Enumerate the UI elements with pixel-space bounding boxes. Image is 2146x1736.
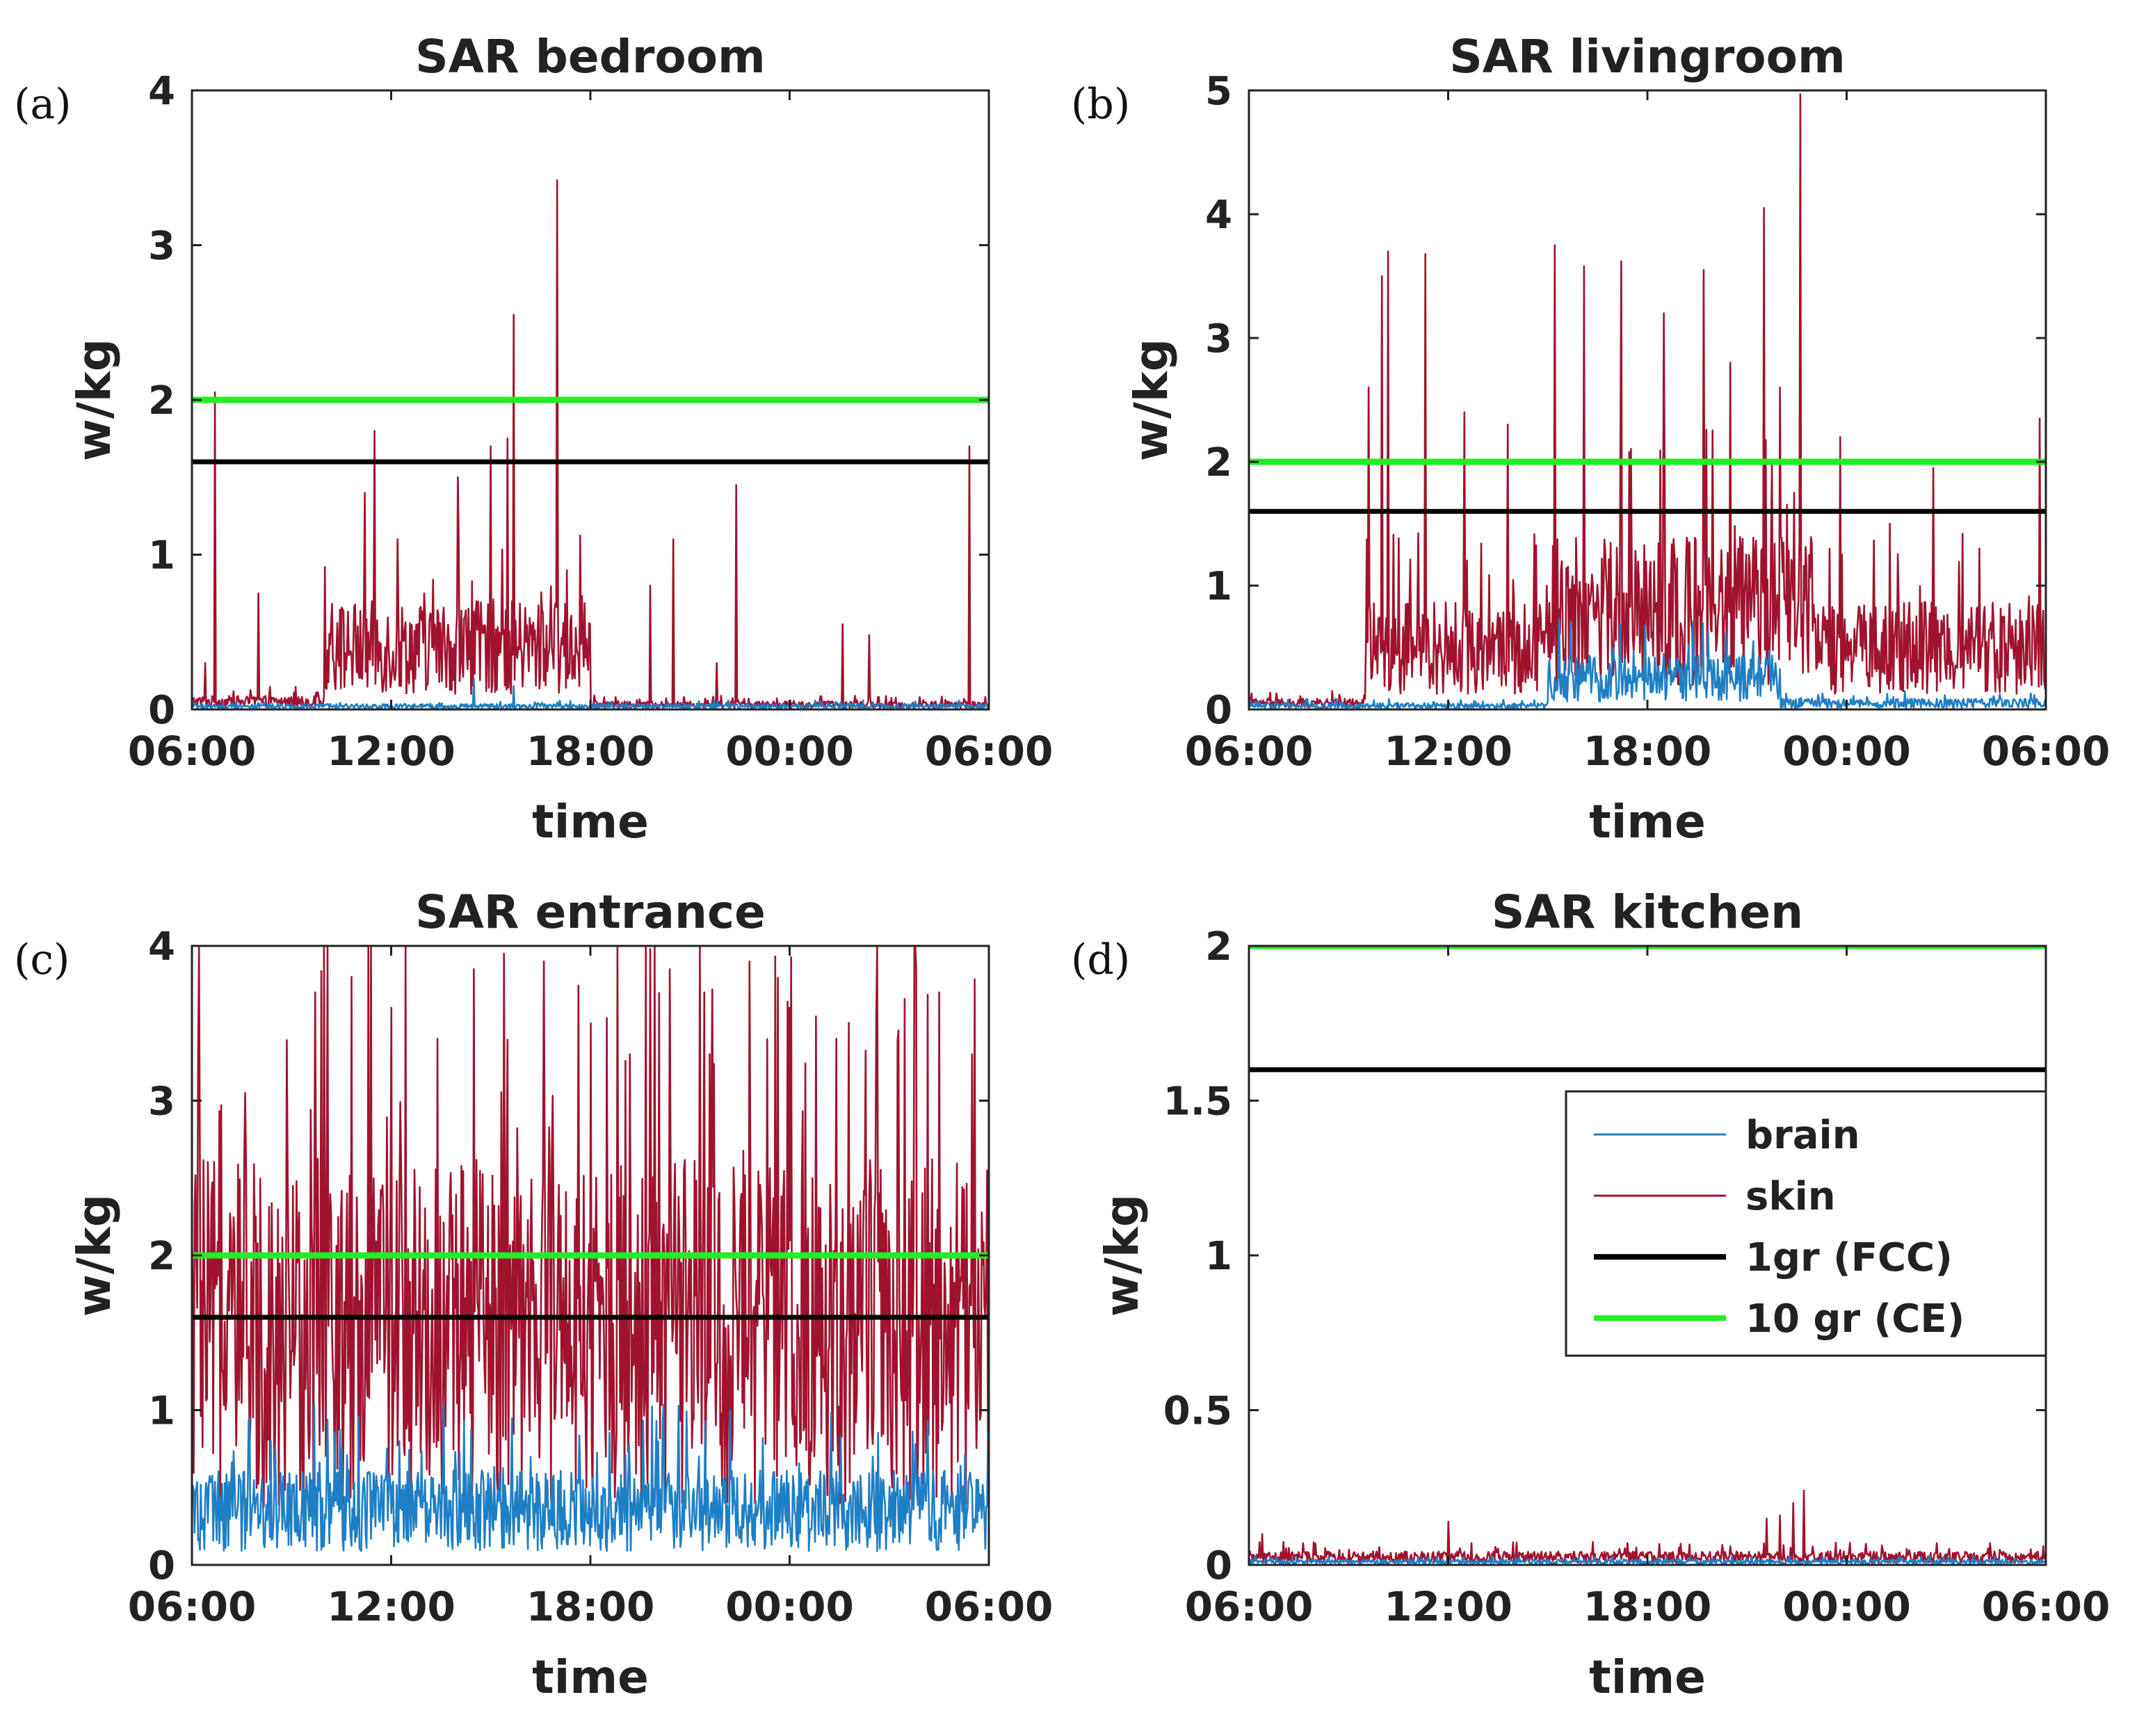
x-tick-label: 18:00 xyxy=(526,728,655,775)
x-tick-label: 06:00 xyxy=(128,1583,257,1630)
y-axis-label: w/kg xyxy=(67,1194,121,1317)
y-tick-label: 1.5 xyxy=(1163,1079,1232,1125)
x-tick-label: 06:00 xyxy=(128,728,257,775)
panel-label: (c) xyxy=(14,935,70,984)
x-tick-label: 06:00 xyxy=(1982,1583,2111,1630)
x-tick-label: 00:00 xyxy=(1782,1583,1911,1630)
plot-area xyxy=(192,179,989,709)
x-tick-label: 18:00 xyxy=(526,1583,655,1630)
y-tick-label: 1 xyxy=(1205,564,1232,609)
y-tick-label: 4 xyxy=(148,69,175,114)
y-axis-label: w/kg xyxy=(1124,339,1178,461)
chart-title: SAR livingroom xyxy=(1449,30,1846,83)
y-tick-label: 2 xyxy=(148,1234,175,1279)
y-tick-label: 5 xyxy=(1205,69,1232,114)
series-skin-line xyxy=(1249,93,2046,709)
y-tick-label: 2 xyxy=(148,378,175,424)
y-tick-label: 0 xyxy=(1205,1543,1232,1589)
x-tick-label: 06:00 xyxy=(925,728,1054,775)
series-skin-line xyxy=(192,946,989,1508)
panel-livingroom: (b) SAR livingroom 0 1 2 3 4 5 06:00 12:00 18:00 00… xyxy=(1071,30,2110,849)
panel-label: (a) xyxy=(14,80,72,129)
legend-label-ce: 10 gr (CE) xyxy=(1745,1296,1965,1342)
x-tick-label: 00:00 xyxy=(1782,728,1911,775)
y-tick-label: 3 xyxy=(148,1079,175,1125)
x-tick-label: 12:00 xyxy=(1384,728,1512,775)
y-axis-label: w/kg xyxy=(1095,1194,1149,1317)
plot-area xyxy=(192,946,989,1552)
panel-label: (b) xyxy=(1071,80,1130,129)
x-axis-label: time xyxy=(532,795,649,849)
panel-entrance: (c) SAR entrance 0 1 2 3 4 06:00 12:00 18:00 00:00… xyxy=(14,885,1053,1704)
y-tick-label: 2 xyxy=(1205,924,1232,970)
y-tick-label: 0 xyxy=(148,688,175,733)
y-tick-label: 0.5 xyxy=(1163,1389,1232,1434)
y-tick-label: 0 xyxy=(1205,688,1232,733)
y-tick-label: 2 xyxy=(1205,440,1232,485)
chart-title: SAR bedroom xyxy=(415,30,766,83)
x-axis-label: time xyxy=(1589,1650,1706,1704)
chart-title: SAR kitchen xyxy=(1492,885,1803,939)
x-tick-label: 18:00 xyxy=(1583,728,1712,775)
x-tick-label: 06:00 xyxy=(1185,728,1314,775)
y-tick-label: 0 xyxy=(148,1543,175,1589)
x-tick-label: 12:00 xyxy=(327,1583,455,1630)
y-tick-label: 4 xyxy=(148,924,175,970)
y-axis-label: w/kg xyxy=(67,339,121,461)
series-brain-line xyxy=(1249,618,2046,709)
panel-label: (d) xyxy=(1071,935,1130,984)
legend-label-skin: skin xyxy=(1745,1174,1836,1219)
y-tick-label: 1 xyxy=(1205,1234,1232,1279)
x-tick-label: 06:00 xyxy=(1982,728,2111,775)
series-skin-line xyxy=(1249,1489,2046,1564)
x-tick-label: 12:00 xyxy=(1384,1583,1512,1630)
plot-area xyxy=(1249,93,2046,709)
x-tick-label: 00:00 xyxy=(725,1583,854,1630)
x-tick-label: 06:00 xyxy=(1185,1583,1314,1630)
y-tick-label: 1 xyxy=(148,533,175,579)
legend-label-brain: brain xyxy=(1745,1113,1860,1158)
legend: brain skin 1gr (FCC) 10 gr (CE) xyxy=(1565,1090,2047,1357)
x-tick-label: 06:00 xyxy=(925,1583,1054,1630)
series-brain-line xyxy=(192,1403,989,1552)
y-tick-label: 1 xyxy=(148,1389,175,1434)
legend-label-fcc: 1gr (FCC) xyxy=(1745,1235,1953,1280)
chart-title: SAR entrance xyxy=(415,885,766,939)
y-tick-label: 4 xyxy=(1205,193,1232,238)
x-tick-label: 12:00 xyxy=(327,728,455,775)
y-tick-label: 3 xyxy=(148,224,175,269)
panel-kitchen: (d) SAR kitchen 0 0.5 1 1.5 2 06:00 12:00 18:00 00… xyxy=(1071,885,2110,1704)
x-tick-label: 00:00 xyxy=(725,728,854,775)
panel-bedroom: (a) SAR bedroom 0 1 2 3 4 06:00 12:00 18:00 00:00 0… xyxy=(14,30,1053,849)
x-axis-label: time xyxy=(1589,795,1706,849)
series-skin-line xyxy=(192,179,989,709)
y-tick-label: 3 xyxy=(1205,316,1232,362)
x-tick-label: 18:00 xyxy=(1583,1583,1712,1630)
x-axis-label: time xyxy=(532,1650,649,1704)
